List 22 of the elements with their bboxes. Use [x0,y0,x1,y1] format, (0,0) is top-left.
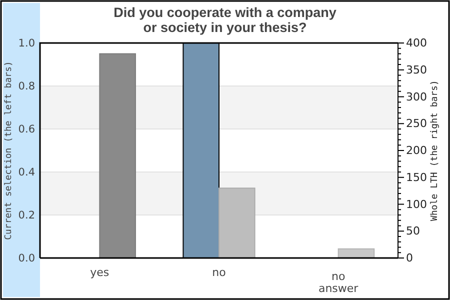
x-tick-label: no answer [318,270,359,295]
y-axis-title: Current selection (the left bars) [4,61,14,240]
y-tick-label: 1.0 [18,37,35,50]
y2-axis-title: Whole LTH (the right bars) [430,80,440,221]
y2-tick-label: 50 [406,224,420,238]
y-tick-label: 0.6 [18,123,36,136]
y2-tick-label: 200 [406,144,427,158]
y-tick-label: 0.2 [18,209,35,222]
y2-tick-label: 0 [406,252,413,265]
y2-tick-label: 400 [406,36,427,50]
bar [99,53,136,258]
x-tick-label: no [212,266,226,279]
y-tick-label: 0.0 [18,252,35,264]
y2-tick-label: 350 [406,63,427,76]
y2-tick-label: 250 [406,117,427,130]
y2-tick-label: 150 [406,170,427,184]
y-tick-label: 0.4 [18,166,36,178]
y2-tick-label: 100 [406,198,427,211]
y2-tick-label: 300 [406,90,427,104]
y-tick-label: 0.8 [18,80,35,92]
x-tick-label: yes [90,266,110,279]
chart-title: Did you cooperate with a company or society in your thesis? [114,5,337,35]
